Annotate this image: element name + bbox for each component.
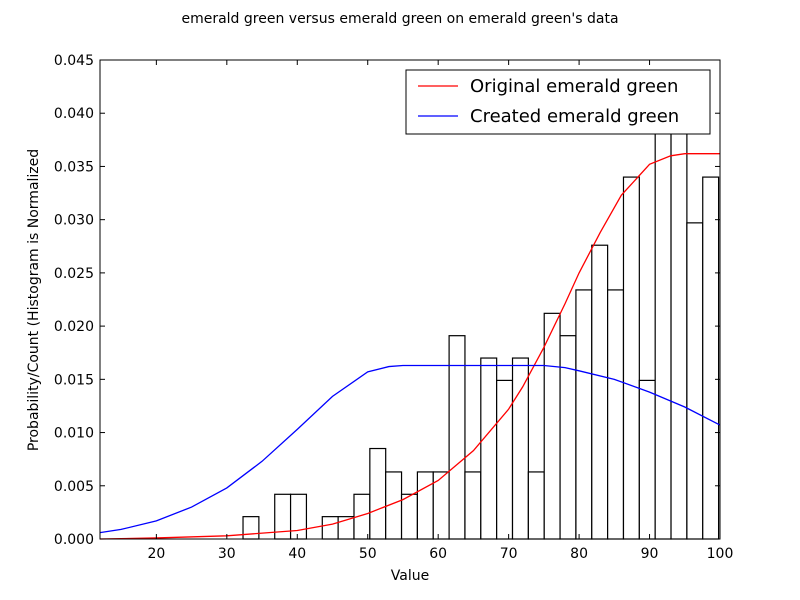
histogram-bar-26 (654, 108, 672, 540)
histogram-bar-11 (416, 471, 434, 540)
histogram-bar-28 (686, 222, 704, 540)
legend-label-original: Original emerald green (470, 76, 678, 97)
histogram-bar-5 (321, 516, 339, 540)
x-axis-label: Value (391, 568, 429, 584)
histogram-bar-20 (559, 335, 577, 540)
y-tick-label: 0.005 (54, 479, 94, 495)
y-tick-label: 0.045 (54, 53, 94, 69)
x-tick-label: 70 (500, 546, 518, 562)
legend-box (405, 69, 711, 135)
histogram-bar-14 (464, 471, 482, 540)
x-tick-label: 30 (218, 546, 236, 562)
histogram-bar-25 (638, 379, 656, 540)
density-curves (99, 153, 721, 540)
plot-area: 20 30 40 50 60 70 80 90 100 0.000 0.005 0.010 0.015… (54, 53, 733, 562)
histogram-bar-24 (622, 176, 640, 540)
x-tick-label: 90 (641, 546, 659, 562)
y-tick-label: 0.010 (54, 426, 94, 442)
histogram-bar-13 (448, 335, 466, 540)
histogram-bar-27 (670, 108, 688, 540)
curve-original (99, 153, 720, 540)
histogram-bar-16 (496, 379, 514, 540)
x-tick-label: 80 (570, 546, 588, 562)
y-axis-ticks: 0.000 0.005 0.010 0.015 0.020 0.025 0.030 0.035… (54, 53, 720, 548)
histogram-bar-10 (400, 493, 418, 540)
x-axis-ticks: 20 30 40 50 60 70 80 90 100 (147, 60, 733, 562)
x-tick-label: 50 (359, 546, 377, 562)
histogram-bar-17 (511, 357, 529, 540)
y-tick-label: 0.000 (54, 532, 94, 548)
y-tick-label: 0.035 (54, 159, 94, 175)
histogram-bar-23 (607, 289, 625, 540)
histogram-bar-15 (480, 357, 498, 540)
y-tick-label: 0.030 (54, 213, 94, 229)
plot-frame (99, 59, 721, 540)
x-tick-label: 60 (429, 546, 447, 562)
legend: Original emerald green Created emerald g… (405, 69, 711, 135)
y-tick-label: 0.025 (54, 266, 94, 282)
x-tick-label: 40 (288, 546, 306, 562)
legend-label-created: Created emerald green (470, 106, 679, 127)
y-tick-label: 0.040 (54, 106, 94, 122)
x-tick-label: 100 (707, 546, 734, 562)
y-axis-label: Probability/Count (Histogram is Normaliz… (26, 149, 42, 451)
histogram-bar-22 (591, 244, 609, 540)
y-tick-label: 0.020 (54, 319, 94, 335)
histogram-bar-3 (289, 493, 308, 540)
histogram-bar-19 (543, 312, 561, 540)
histogram-bar-29 (702, 176, 720, 540)
histogram-bar-8 (369, 447, 387, 540)
histogram-bar-21 (575, 289, 593, 540)
x-tick-label: 20 (147, 546, 165, 562)
y-tick-label: 0.015 (54, 372, 94, 388)
chart-title: emerald green versus emerald green on em… (181, 11, 618, 27)
histogram-bar-18 (527, 471, 545, 540)
histogram-bar-0 (242, 516, 260, 540)
curve-created (99, 364, 721, 534)
